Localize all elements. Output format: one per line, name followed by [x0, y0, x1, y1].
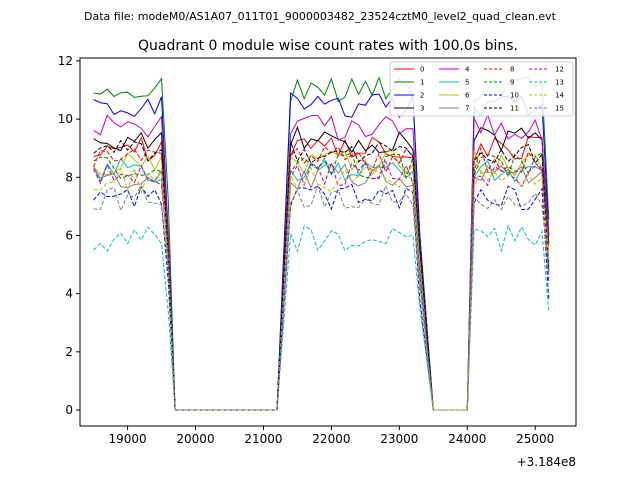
y-tick-label-8: 8: [65, 170, 73, 184]
legend-label-10: 10: [510, 92, 519, 100]
x-tick-label-24000: 24000: [448, 432, 486, 446]
series-line-13: [93, 224, 550, 411]
chart-suptitle: Data file: modeM0/AS1A07_011T01_90000034…: [84, 10, 557, 23]
legend-label-13: 13: [555, 79, 564, 87]
y-tick-label-2: 2: [65, 345, 73, 359]
x-tick-label-23000: 23000: [380, 432, 418, 446]
y-tick-label-4: 4: [65, 287, 73, 301]
series-line-4: [93, 113, 550, 411]
x-tick-label-22000: 22000: [312, 432, 350, 446]
series-line-11: [93, 139, 550, 411]
y-tick-label-0: 0: [65, 403, 73, 417]
series-line-15: [93, 184, 550, 411]
x-tick-label-21000: 21000: [244, 432, 282, 446]
x-tick-label-20000: 20000: [176, 432, 214, 446]
legend-label-2: 2: [420, 92, 424, 100]
y-tick-label-6: 6: [65, 228, 73, 242]
legend-box: [389, 61, 574, 117]
series-line-14: [93, 166, 550, 411]
plot-area: 19000 20000 21000 22000 23000 24000 25000 0 2 4 6 8…: [58, 54, 577, 446]
series-line-10: [93, 183, 550, 411]
y-tick-label-10: 10: [58, 112, 73, 126]
legend-label-0: 0: [420, 66, 424, 74]
series-line-7: [93, 163, 550, 411]
legend-label-8: 8: [510, 66, 514, 74]
legend-label-5: 5: [465, 79, 469, 87]
legend-label-12: 12: [555, 66, 564, 74]
legend-label-14: 14: [555, 92, 564, 100]
y-tick-label-12: 12: [58, 54, 73, 68]
legend-label-9: 9: [510, 79, 514, 87]
plot-frame: [79, 57, 577, 427]
legend-label-4: 4: [465, 66, 470, 74]
series-line-12: [93, 160, 550, 411]
legend-label-3: 3: [420, 105, 424, 113]
legend-label-7: 7: [465, 105, 469, 113]
legend-label-1: 1: [420, 79, 424, 87]
x-tick-label-19000: 19000: [108, 432, 146, 446]
legend-label-11: 11: [510, 105, 519, 113]
series-line-8: [93, 146, 550, 411]
x-axis-offset-label: +3.184e8: [517, 455, 576, 469]
legend-label-15: 15: [555, 105, 564, 113]
chart-title: Quadrant 0 module wise count rates with …: [138, 38, 518, 54]
x-tick-label-25000: 25000: [516, 432, 554, 446]
legend-label-6: 6: [465, 92, 470, 100]
